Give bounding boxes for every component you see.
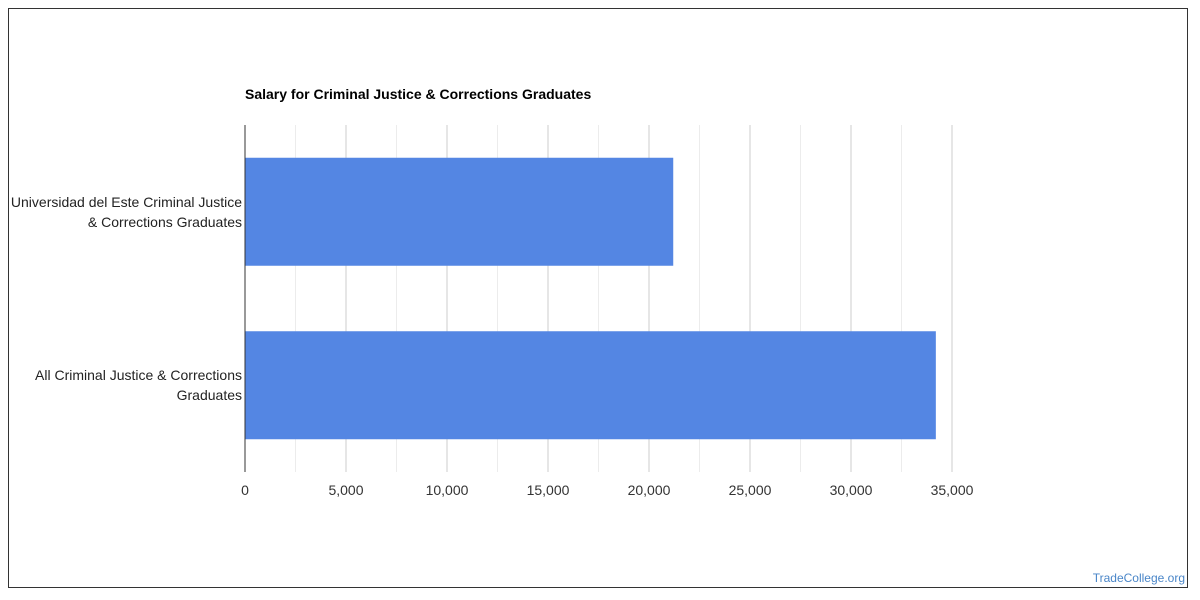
x-tick-label: 0	[241, 482, 249, 498]
category-label-universidad: Universidad del Este Criminal Justice & …	[10, 194, 242, 230]
bar-universidad	[245, 157, 674, 266]
x-tick-label: 35,000	[931, 482, 974, 498]
x-tick-label: 10,000	[426, 482, 469, 498]
x-tick-label: 15,000	[527, 482, 570, 498]
x-tick-label: 25,000	[729, 482, 772, 498]
x-tick-label: 20,000	[628, 482, 671, 498]
category-label-all: All Criminal Justice & Corrections Gradu…	[35, 367, 242, 403]
x-tick-label: 5,000	[328, 482, 363, 498]
bar-all	[245, 331, 936, 440]
watermark: TradeCollege.org	[1092, 571, 1185, 585]
x-tick-label: 30,000	[830, 482, 873, 498]
chart-title: Salary for Criminal Justice & Correction…	[245, 86, 592, 102]
